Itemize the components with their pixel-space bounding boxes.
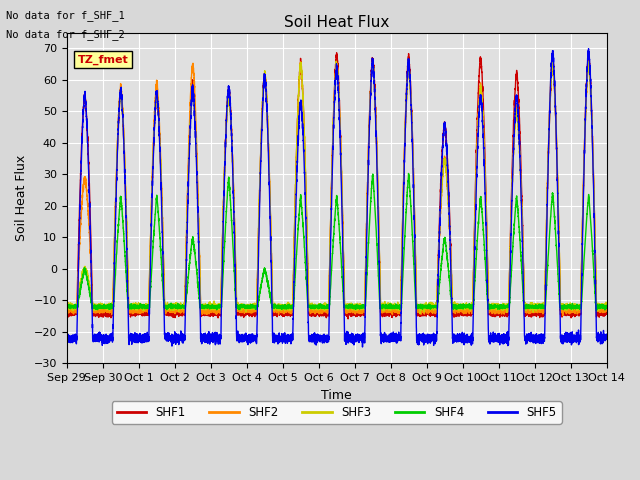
Title: Soil Heat Flux: Soil Heat Flux bbox=[284, 15, 389, 30]
Legend: SHF1, SHF2, SHF3, SHF4, SHF5: SHF1, SHF2, SHF3, SHF4, SHF5 bbox=[112, 401, 561, 424]
Text: No data for f_SHF_1: No data for f_SHF_1 bbox=[6, 10, 125, 21]
Y-axis label: Soil Heat Flux: Soil Heat Flux bbox=[15, 155, 28, 241]
X-axis label: Time: Time bbox=[321, 389, 352, 402]
Text: TZ_fmet: TZ_fmet bbox=[77, 55, 129, 65]
Text: No data for f_SHF_2: No data for f_SHF_2 bbox=[6, 29, 125, 40]
